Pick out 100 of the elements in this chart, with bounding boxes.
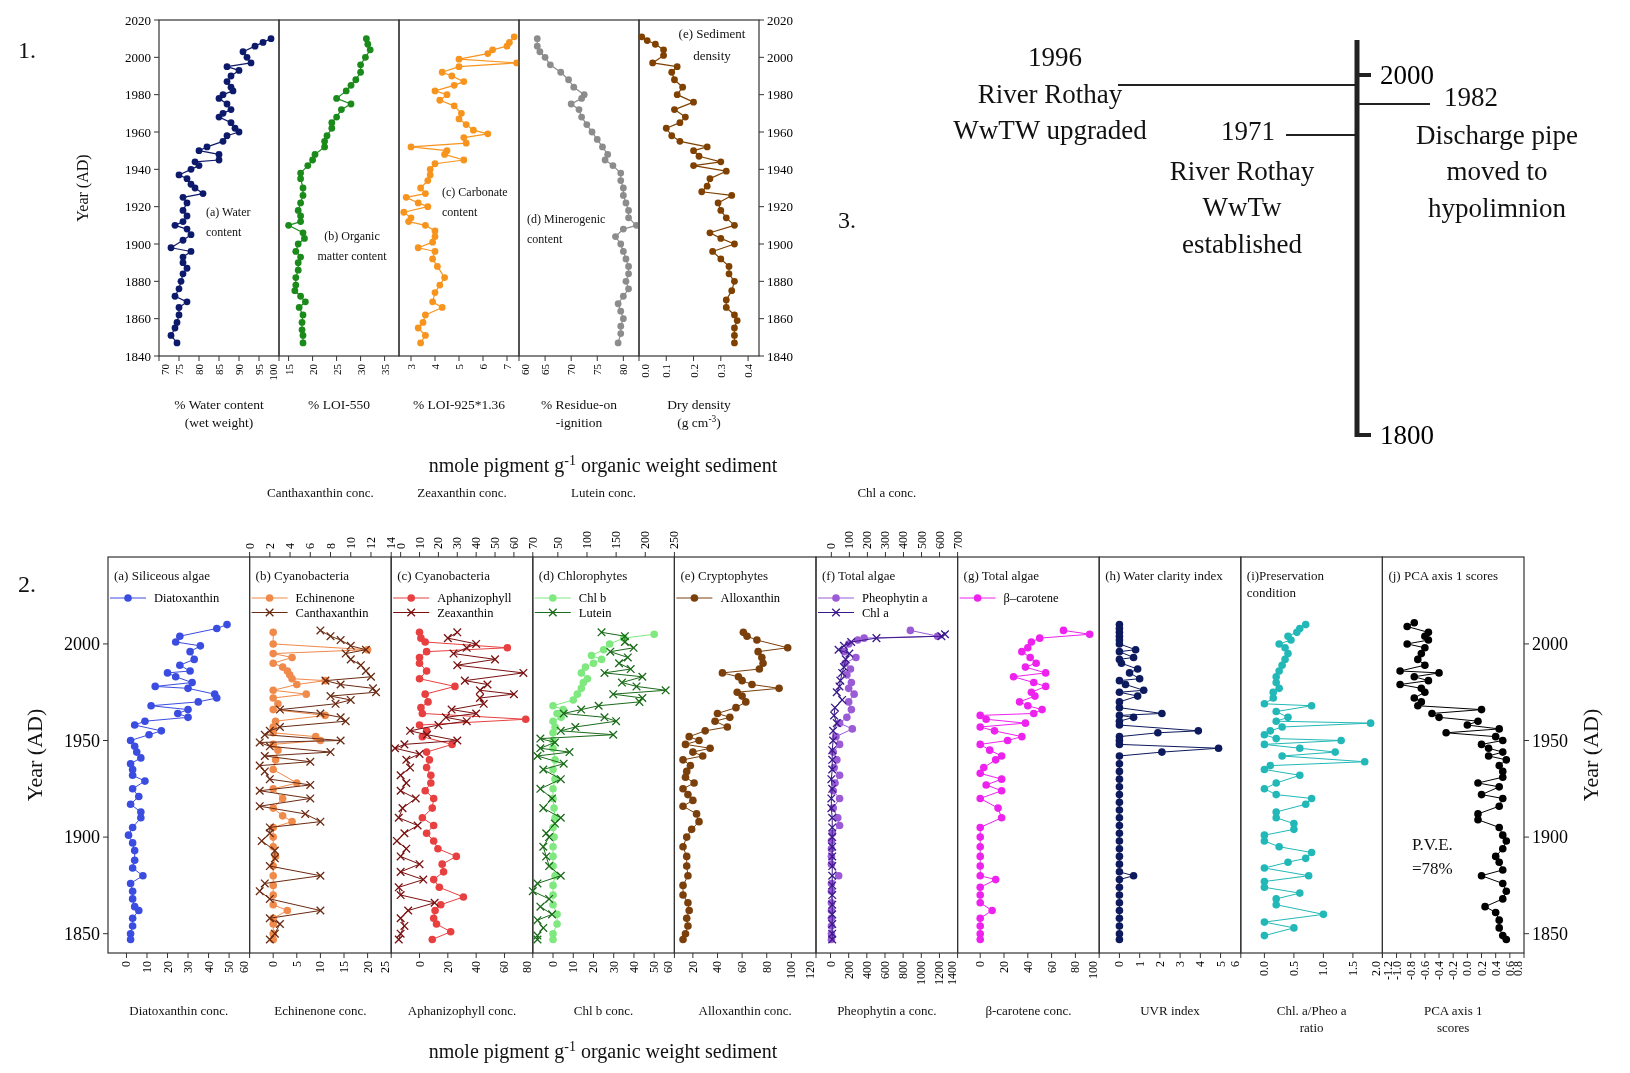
x-tick-label: -0.2 <box>1446 961 1461 980</box>
x-tick-label: 85 <box>213 363 225 375</box>
x-tick-label: 600 <box>877 961 892 979</box>
x-tick-label: 80 <box>519 961 534 973</box>
legend-label: Echinenone <box>295 591 356 605</box>
y2-tick-label: 2000 <box>1532 633 1568 654</box>
x-tick-label: 0 <box>412 961 427 967</box>
x-tick-label: -0.6 <box>1417 961 1432 980</box>
x2-tick-label: 6 <box>303 543 318 549</box>
x-axis-title: % Water content (wet weight) <box>174 397 264 430</box>
y-tick-label: 1940 <box>125 161 151 177</box>
x-tick-label: 10 <box>313 961 328 973</box>
text: Discharge pipe moved to hypolimnion <box>1415 120 1579 223</box>
text: (a) Water content <box>206 205 251 240</box>
y2-tick-label: 1950 <box>1532 730 1568 751</box>
y-tick-label: 1900 <box>125 236 151 252</box>
x-tick-label: 0.2 <box>687 364 700 378</box>
x-tick-label: 10 <box>566 961 581 973</box>
text: (d) Minerogenic content <box>527 212 606 247</box>
x-tick-label: 0 <box>973 961 988 967</box>
x-tick-label: 60 <box>519 363 531 375</box>
y2-tick-label: 1840 <box>767 348 793 364</box>
text: River Rothay WwTW upgraded <box>953 79 1148 146</box>
x-tick-label: 95 <box>253 363 265 375</box>
x-tick-label: 0 <box>1112 961 1127 967</box>
x-axis-title: Alloxanthin conc. <box>698 1003 792 1018</box>
x-tick-label: 1000 <box>914 961 929 985</box>
y-tick-label: 1920 <box>125 199 151 215</box>
x-axis-title: Chl. a/Pheo a ratio <box>1276 1003 1347 1035</box>
y-tick-label: 2000 <box>64 633 100 654</box>
text: nmole pigment g$^{-1}$ organic weight sediment <box>428 1038 778 1063</box>
x2-tick-label: 50 <box>488 537 503 549</box>
legend-label: Pheophytin a <box>862 591 929 605</box>
legend-label: Lutein <box>578 605 613 620</box>
x-tick-label: 0.3 <box>714 363 727 378</box>
text: (b) Organic matter content <box>317 229 388 264</box>
x2-tick-label: 8 <box>323 543 338 549</box>
text: (d) Chlorophytes <box>538 568 628 583</box>
x2-tick-label: 600 <box>932 531 947 549</box>
x-tick-label: 0.1 <box>660 364 673 378</box>
x-tick-label: 1400 <box>944 961 959 985</box>
x-tick-label: 30 <box>181 961 196 973</box>
text: River Rothay WwTw established <box>1169 156 1315 259</box>
y2-tick-label: 1920 <box>767 199 793 215</box>
x-tick-label: 50 <box>647 961 662 973</box>
x-tick-label: 35 <box>378 363 391 375</box>
x2-tick-label: 150 <box>609 531 624 549</box>
text: 2. <box>18 571 36 597</box>
y2-tick-label: 1900 <box>767 236 793 252</box>
x-tick-label: 20 <box>440 961 455 973</box>
x-tick-label: 40 <box>626 961 641 973</box>
x-axis-title: Chl b conc. <box>573 1003 634 1018</box>
y2-tick-label: 1880 <box>767 273 793 289</box>
x2-tick-label: 300 <box>878 531 893 549</box>
x-axis-title: % LOI-925*1.36 <box>412 397 506 412</box>
y-tick-label: 1860 <box>125 311 151 327</box>
x-tick-label: 10 <box>139 961 154 973</box>
x2-tick-label: 60 <box>506 537 521 549</box>
x-tick-label: 2.0 <box>1369 961 1384 976</box>
y2-tick-label: 1940 <box>767 161 793 177</box>
x2-tick-label: 100 <box>842 531 857 549</box>
x-tick-label: 60 <box>236 961 251 973</box>
x-axis-title: Pheophytin a conc. <box>837 1003 937 1018</box>
x-axis-title: PCA axis 1 scores <box>1423 1003 1483 1035</box>
x-tick-label: 65 <box>539 363 552 375</box>
x-tick-label: 2 <box>1152 961 1167 967</box>
x-axis-title: UVR index <box>1140 1003 1201 1018</box>
x-tick-label: 30 <box>606 961 621 973</box>
x-tick-label: 0.4 <box>1488 961 1503 976</box>
x2-axis-title: Canthaxanthin conc. <box>266 485 374 500</box>
x-tick-label: -0.4 <box>1432 961 1447 980</box>
x-tick-label: 400 <box>859 961 874 979</box>
text: (i)Preservation condition <box>1246 568 1325 600</box>
text: nmole pigment g$^{-1}$ organic weight sediment <box>428 452 778 477</box>
y2-tick-label: 1980 <box>767 87 793 103</box>
x2-axis-title: Lutein conc. <box>571 485 637 500</box>
y-tick-label: 1850 <box>64 923 100 944</box>
y2-tick-label: 1860 <box>767 311 793 327</box>
y-tick-label: 1960 <box>125 124 151 140</box>
x2-tick-label: 0 <box>242 543 257 549</box>
x2-tick-label: 20 <box>431 537 446 549</box>
x-tick-label: 0 <box>266 961 281 967</box>
x-tick-label: 120 <box>803 961 817 979</box>
legend-label: Alloxanthin <box>720 591 781 605</box>
x-axis-title: β-carotene conc. <box>985 1003 1072 1018</box>
y-tick-label: 1900 <box>64 827 100 848</box>
x-tick-label: 5 <box>1213 961 1228 967</box>
x-tick-label: 0.5 <box>1286 961 1301 976</box>
x-tick-label: 6 <box>1227 961 1242 967</box>
y-tick-label: 1880 <box>125 273 151 289</box>
x-tick-label: 1.5 <box>1345 961 1360 976</box>
y-axis-title: Year (AD) <box>22 708 47 802</box>
x-tick-label: 80 <box>193 363 205 375</box>
x-tick-label: 90 <box>233 363 245 375</box>
x-axis-title: % LOI-550 <box>308 397 371 412</box>
x-tick-label: 40 <box>201 961 216 973</box>
x-tick-label: 25 <box>330 363 343 375</box>
x-tick-label: 70 <box>159 363 171 375</box>
x-tick-label: 1200 <box>932 961 947 985</box>
x-axis-title: Echinenone conc. <box>274 1003 367 1018</box>
